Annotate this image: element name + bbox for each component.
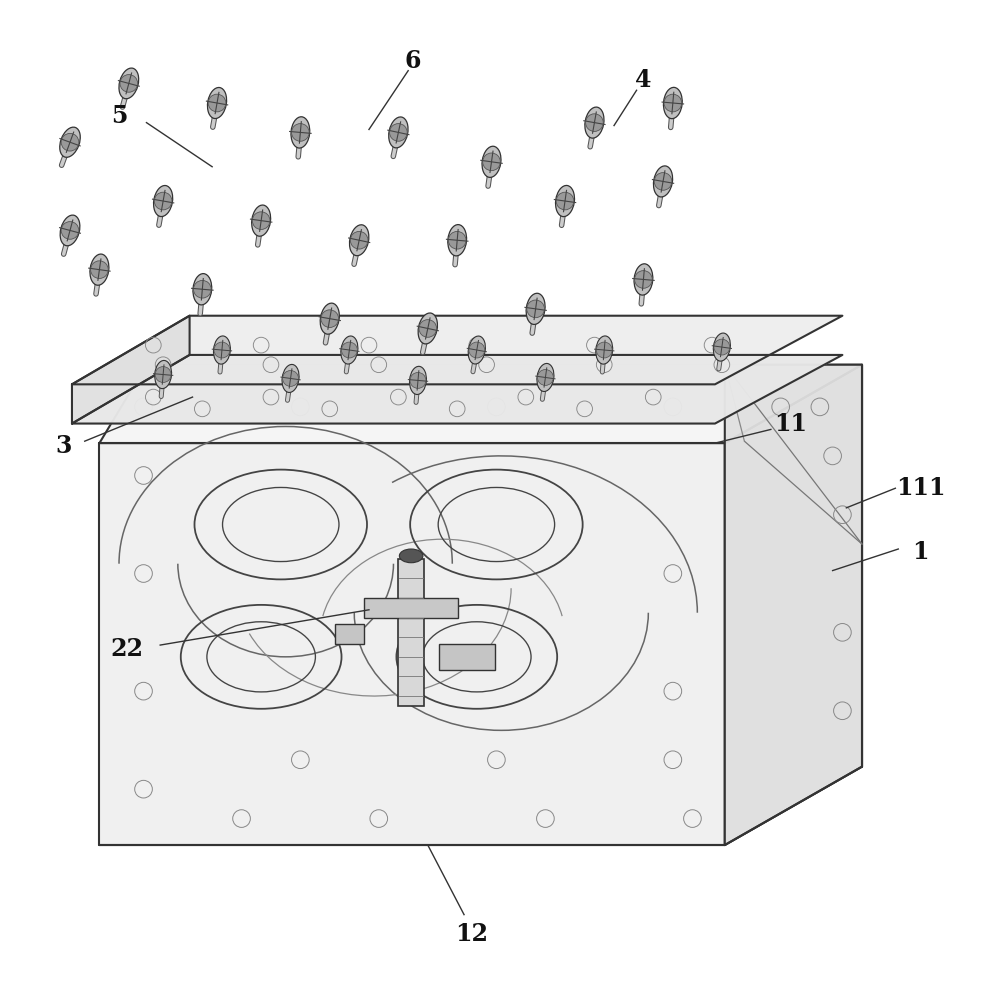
Circle shape — [283, 371, 299, 386]
Circle shape — [214, 342, 230, 358]
Circle shape — [320, 310, 338, 327]
FancyBboxPatch shape — [438, 644, 495, 670]
Ellipse shape — [654, 166, 672, 197]
FancyBboxPatch shape — [364, 598, 458, 618]
Circle shape — [527, 300, 545, 318]
Ellipse shape — [596, 336, 612, 364]
Circle shape — [714, 339, 729, 355]
Polygon shape — [724, 365, 862, 845]
Text: 11: 11 — [774, 412, 807, 436]
Circle shape — [410, 372, 426, 388]
Circle shape — [120, 75, 138, 92]
Circle shape — [419, 320, 436, 337]
Ellipse shape — [119, 68, 139, 99]
Ellipse shape — [252, 205, 270, 236]
Circle shape — [665, 94, 681, 112]
Text: 1: 1 — [912, 540, 929, 564]
Ellipse shape — [418, 313, 437, 344]
Ellipse shape — [526, 293, 546, 324]
Ellipse shape — [555, 185, 574, 217]
Polygon shape — [72, 316, 190, 424]
Text: 111: 111 — [896, 476, 946, 500]
Ellipse shape — [537, 363, 554, 391]
Ellipse shape — [193, 274, 211, 305]
FancyBboxPatch shape — [398, 559, 424, 706]
Ellipse shape — [714, 333, 730, 361]
Polygon shape — [72, 355, 842, 424]
Text: 22: 22 — [110, 637, 144, 661]
Ellipse shape — [468, 336, 486, 364]
Circle shape — [253, 212, 270, 229]
Text: 4: 4 — [635, 68, 652, 92]
Polygon shape — [99, 443, 724, 845]
Circle shape — [586, 114, 604, 131]
Circle shape — [61, 133, 79, 151]
Ellipse shape — [154, 360, 172, 389]
Circle shape — [154, 192, 172, 210]
Circle shape — [341, 342, 357, 358]
Polygon shape — [99, 365, 862, 443]
Polygon shape — [724, 365, 862, 845]
Text: 3: 3 — [55, 434, 72, 458]
Circle shape — [635, 271, 653, 288]
Circle shape — [469, 342, 485, 358]
Ellipse shape — [585, 107, 604, 138]
Circle shape — [655, 173, 671, 190]
Circle shape — [556, 192, 574, 210]
Ellipse shape — [213, 336, 230, 364]
Ellipse shape — [341, 336, 358, 364]
Circle shape — [90, 261, 108, 278]
Circle shape — [61, 222, 79, 239]
Text: 5: 5 — [111, 104, 127, 128]
Ellipse shape — [207, 87, 227, 119]
Circle shape — [448, 231, 466, 249]
Ellipse shape — [291, 117, 310, 148]
Circle shape — [597, 342, 612, 358]
Ellipse shape — [664, 87, 682, 119]
Ellipse shape — [350, 225, 369, 256]
Ellipse shape — [399, 549, 423, 563]
Circle shape — [350, 231, 368, 249]
Circle shape — [483, 153, 500, 171]
Ellipse shape — [410, 366, 427, 394]
Ellipse shape — [282, 364, 299, 392]
Ellipse shape — [388, 117, 408, 148]
Ellipse shape — [634, 264, 653, 295]
Circle shape — [208, 94, 226, 112]
Polygon shape — [72, 316, 842, 384]
Circle shape — [155, 367, 171, 382]
Ellipse shape — [60, 215, 80, 246]
FancyBboxPatch shape — [334, 624, 364, 644]
Ellipse shape — [89, 254, 109, 285]
Text: 6: 6 — [405, 49, 422, 73]
Ellipse shape — [60, 127, 81, 157]
Text: 12: 12 — [455, 922, 489, 946]
Circle shape — [194, 280, 211, 298]
Ellipse shape — [448, 225, 467, 256]
Ellipse shape — [153, 186, 173, 217]
Ellipse shape — [482, 146, 501, 177]
Circle shape — [292, 124, 310, 141]
Ellipse shape — [320, 303, 339, 334]
Circle shape — [538, 370, 553, 385]
Circle shape — [389, 124, 407, 141]
